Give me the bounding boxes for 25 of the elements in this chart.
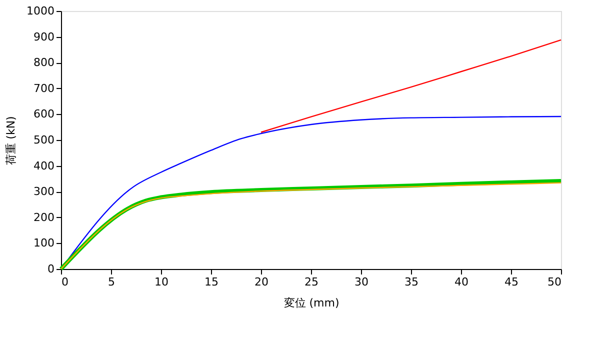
x-tick-label: 0 — [62, 276, 68, 288]
x-tick-label: 50 — [548, 276, 562, 288]
y-axis-title: 荷重 (kN) — [4, 116, 18, 165]
y-tick-label: 500 — [34, 134, 54, 146]
y-tick-label: 600 — [34, 108, 54, 121]
y-tick-label: 800 — [34, 56, 54, 70]
x-tick-label: 30 — [354, 276, 368, 288]
x-tick-label: 10 — [154, 276, 168, 288]
y-tick-label: 900 — [34, 30, 54, 44]
y-tick-label: 300 — [34, 185, 54, 198]
x-tick-label: 15 — [204, 276, 218, 288]
line-series — [260, 39, 562, 133]
y-tick-label: 200 — [34, 210, 54, 224]
y-tick-label: 0 — [48, 262, 54, 276]
x-tick-label: 5 — [108, 276, 115, 288]
x-tick-label: 20 — [254, 276, 268, 288]
y-tick-label: 700 — [34, 82, 54, 95]
x-tick-label: 35 — [404, 276, 418, 288]
y-tick-label: 1000 — [26, 4, 54, 18]
x-tick-label: 25 — [304, 276, 318, 288]
y-tick-label: 400 — [34, 159, 54, 172]
x-tick-label: 45 — [504, 276, 518, 288]
x-tick-label: 40 — [454, 276, 468, 288]
y-tick-label: 100 — [34, 236, 54, 250]
x-axis-title: 変位 (mm) — [284, 296, 340, 310]
